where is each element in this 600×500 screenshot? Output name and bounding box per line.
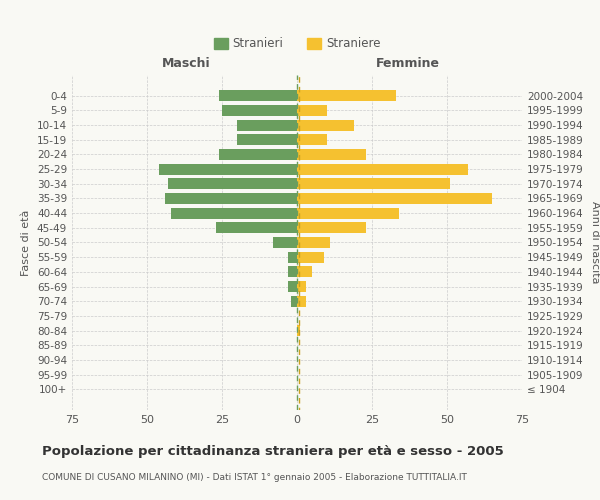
Y-axis label: Anni di nascita: Anni di nascita xyxy=(590,201,600,284)
Bar xyxy=(297,266,312,278)
Bar xyxy=(165,193,297,204)
Bar xyxy=(297,90,396,101)
Bar xyxy=(297,105,327,116)
Text: COMUNE DI CUSANO MILANINO (MI) - Dati ISTAT 1° gennaio 2005 - Elaborazione TUTTI: COMUNE DI CUSANO MILANINO (MI) - Dati IS… xyxy=(42,473,467,482)
Bar xyxy=(219,90,297,101)
Bar xyxy=(297,222,366,234)
Bar xyxy=(297,281,306,292)
Bar xyxy=(237,134,297,145)
Bar xyxy=(297,325,300,336)
Bar xyxy=(297,296,306,306)
Bar xyxy=(216,222,297,234)
Bar xyxy=(171,208,297,218)
Text: Popolazione per cittadinanza straniera per età e sesso - 2005: Popolazione per cittadinanza straniera p… xyxy=(42,445,504,458)
Bar xyxy=(219,149,297,160)
Bar xyxy=(288,281,297,292)
Bar xyxy=(297,208,399,218)
Bar xyxy=(297,164,468,174)
Bar xyxy=(291,296,297,306)
Bar xyxy=(288,252,297,262)
Bar xyxy=(222,105,297,116)
Bar xyxy=(297,134,327,145)
Bar xyxy=(288,266,297,278)
Bar xyxy=(297,252,324,262)
Bar xyxy=(237,120,297,130)
Y-axis label: Fasce di età: Fasce di età xyxy=(22,210,31,276)
Bar xyxy=(273,237,297,248)
Legend: Stranieri, Straniere: Stranieri, Straniere xyxy=(214,38,380,51)
Bar xyxy=(297,178,450,190)
Bar xyxy=(297,193,492,204)
Bar xyxy=(159,164,297,174)
Bar xyxy=(297,149,366,160)
Bar xyxy=(168,178,297,190)
Bar xyxy=(297,120,354,130)
Bar xyxy=(297,237,330,248)
